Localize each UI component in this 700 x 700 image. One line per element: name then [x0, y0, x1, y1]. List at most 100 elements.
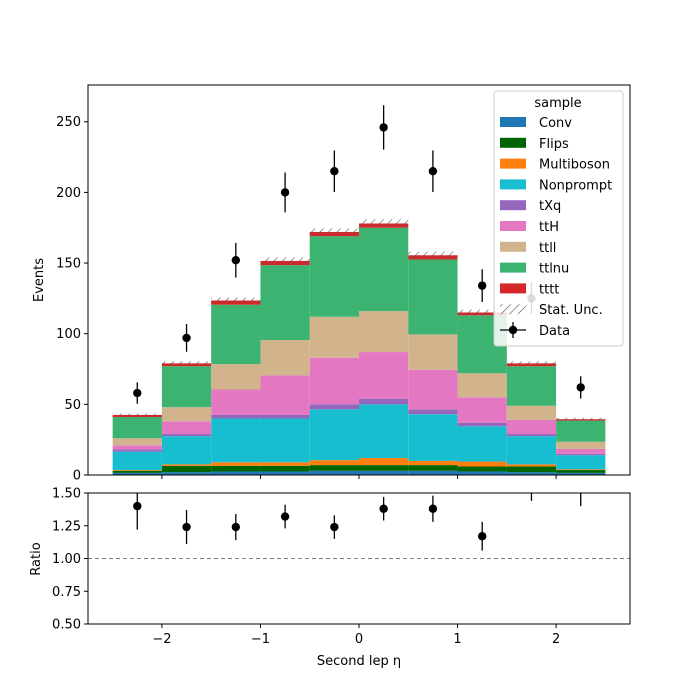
bar-tth-3 [260, 375, 310, 415]
bar-nonprompt-6 [408, 414, 458, 461]
bar-conv-1 [161, 472, 212, 475]
legend: sample Conv Flips Multiboson Nonprompt tXq tt… [493, 90, 624, 347]
bar-txq-1 [161, 434, 212, 437]
bar-ttll-5 [359, 311, 409, 353]
bar-flips-2 [211, 465, 261, 472]
data-point-5 [379, 123, 388, 132]
bar-tth-4 [309, 357, 359, 405]
legend-items: Conv Flips Multiboson Nonprompt tXq ttH ttll tt… [500, 116, 612, 339]
stat-unc-band-7 [457, 309, 507, 316]
bar-ttll-0 [112, 438, 162, 446]
bar-nonprompt-4 [309, 409, 359, 461]
bar-txq-4 [309, 404, 359, 410]
main-ytick-label-1: 50 [64, 398, 81, 413]
bar-txq-6 [408, 409, 458, 415]
stat-unc-band-3 [260, 257, 310, 265]
stat-unc-band-2 [211, 297, 261, 304]
bar-conv-9 [556, 472, 606, 475]
bar-nonprompt-3 [260, 418, 310, 463]
bar-tth-0 [112, 445, 162, 450]
bar-ttll-2 [211, 364, 261, 390]
bar-ttll-4 [309, 316, 359, 358]
bar-flips-0 [112, 470, 162, 473]
legend-frame [493, 90, 624, 347]
bar-ttll-3 [260, 340, 310, 376]
bar-txq-8 [506, 434, 557, 437]
y-axis-label: Events [32, 258, 47, 302]
main-y-ticks: 0 50 100 150 200 250 [56, 115, 88, 484]
bar-conv-4 [309, 470, 359, 475]
stat-uncertainty-bands [112, 219, 606, 421]
legend-swatch-tth [500, 221, 526, 231]
legend-swatch-ttll [500, 241, 526, 252]
bar-multiboson-4 [309, 460, 359, 466]
bar-ttll-1 [161, 407, 212, 422]
ratio-point-9 [577, 476, 585, 484]
main-x-ticks [161, 475, 557, 479]
main-ytick-label-4: 200 [56, 186, 81, 201]
bar-nonprompt-8 [506, 436, 557, 465]
stat-unc-band-1 [161, 361, 212, 366]
ratio-ytick-label-0: 0.50 [52, 618, 81, 633]
ratio-panel: 0.50 0.75 1.00 1.25 1.50 −2 −1 0 1 2 Ratio Secon… [29, 476, 631, 669]
bar-txq-0 [112, 449, 162, 452]
bar-txq-5 [359, 398, 409, 405]
bar-ttlnu-3 [260, 265, 310, 341]
bar-tth-5 [359, 352, 409, 399]
ratio-ytick-label-2: 1.00 [52, 552, 81, 567]
bar-ttlnu-9 [556, 420, 606, 442]
bar-ttlnu-6 [408, 259, 458, 335]
legend-swatch-txq [500, 200, 526, 211]
stat-unc-band-5 [359, 219, 409, 228]
bar-multiboson-1 [161, 464, 212, 466]
legend-swatch-conv [500, 117, 526, 127]
data-point-3 [280, 188, 290, 197]
ratio-point-5 [379, 504, 388, 513]
legend-label-nonprompt: Nonprompt [539, 178, 612, 193]
bar-conv-7 [457, 471, 507, 475]
bar-flips-7 [457, 466, 507, 472]
legend-swatch-ttlnu [500, 262, 526, 273]
stacked-bars [112, 223, 606, 475]
bar-ttlnu-1 [161, 366, 212, 408]
stat-unc-band-4 [309, 228, 359, 236]
legend-label-tth: ttH [539, 220, 559, 235]
bar-ttlnu-2 [211, 304, 261, 365]
bar-conv-2 [211, 471, 261, 475]
ratio-point-2 [231, 522, 241, 532]
data-point-4 [330, 166, 339, 176]
bar-flips-9 [556, 470, 606, 473]
legend-label-stat-unc: Stat. Unc. [539, 303, 603, 318]
ratio-point-8 [527, 478, 535, 486]
legend-label-data: Data [539, 324, 570, 339]
bar-flips-3 [260, 465, 310, 472]
x-axis-label: Second lep η [317, 654, 401, 669]
legend-label-ttlnu: ttlnu [539, 262, 569, 277]
bar-tth-9 [556, 448, 606, 454]
bar-multiboson-7 [457, 461, 507, 467]
ratio-point-0 [133, 501, 142, 511]
main-ytick-label-3: 150 [56, 257, 81, 272]
bar-ttlnu-4 [309, 236, 359, 317]
data-point-9 [576, 383, 585, 392]
bar-multiboson-3 [260, 462, 310, 466]
bar-multiboson-5 [359, 458, 409, 466]
bar-flips-6 [408, 465, 458, 471]
ratio-ytick-label-3: 1.25 [52, 519, 81, 534]
ratio-point-3 [280, 512, 290, 521]
ratio-y-axis-label: Ratio [29, 542, 44, 575]
main-ytick-label-2: 100 [56, 327, 81, 342]
ratio-points [133, 476, 585, 551]
legend-label-txq: tXq [539, 199, 561, 214]
bar-txq-2 [211, 414, 261, 419]
legend-label-multiboson: Multiboson [539, 158, 610, 173]
bar-ttll-9 [556, 441, 606, 449]
legend-swatch-multiboson [500, 158, 526, 169]
legend-swatch-data-marker [508, 325, 518, 335]
ratio-point-1 [182, 522, 191, 532]
bar-multiboson-2 [211, 462, 261, 466]
ratio-y-ticks: 0.50 0.75 1.00 1.25 1.50 [52, 487, 88, 633]
bar-nonprompt-7 [457, 426, 507, 462]
bar-ttll-8 [506, 405, 557, 420]
bar-ttlnu-0 [112, 417, 162, 439]
